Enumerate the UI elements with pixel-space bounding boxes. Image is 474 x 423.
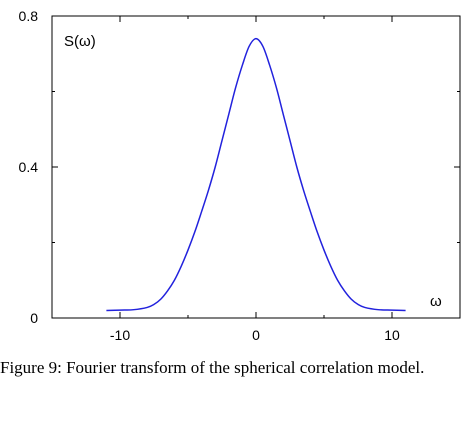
y-tick-label: 0.8	[19, 8, 39, 24]
series-line	[106, 37, 406, 312]
x-tick-label: 10	[384, 327, 400, 343]
figure-caption: Figure 9: Fourier transform of the spher…	[0, 358, 425, 377]
x-tick-label: -10	[110, 327, 130, 343]
plot-frame	[51, 15, 461, 319]
y-axis-label: S(ω)	[64, 33, 96, 50]
y-tick-label: 0.4	[19, 159, 39, 175]
plot-border	[51, 15, 461, 319]
y-tick-label: 0	[30, 310, 38, 326]
x-axis-label: ω	[430, 293, 442, 310]
chart: -10 0 10 0 0.4 0.8 S(ω) ω	[19, 8, 461, 343]
tick-labels: -10 0 10 0 0.4 0.8	[19, 8, 400, 343]
x-tick-label: 0	[252, 327, 260, 343]
axis-ticks	[52, 15, 460, 319]
